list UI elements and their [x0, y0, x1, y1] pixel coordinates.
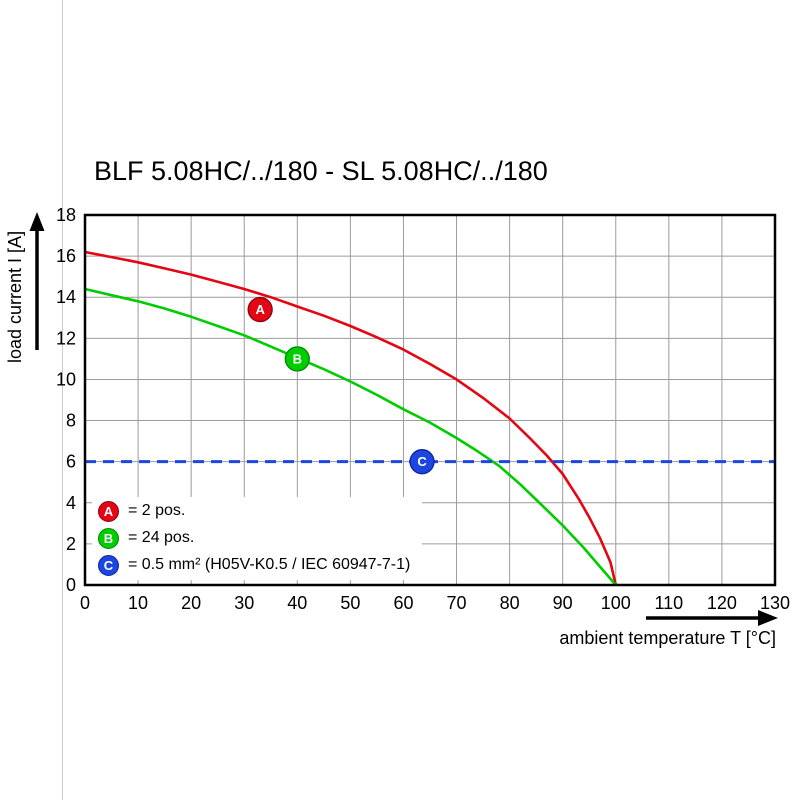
legend-label-C: = 0.5 mm² (H05V-K0.5 / IEC 60947-7-1) [128, 556, 411, 573]
plot-frame [83, 213, 777, 587]
y-tick-label: 10 [56, 369, 76, 389]
y-tick-label: 16 [56, 246, 76, 266]
x-tick-label: 110 [654, 593, 683, 613]
marker-B: B [284, 346, 310, 372]
chart-legend: A = 2 pos. B = 24 pos. C = 0.5 mm² (H05V-K0.5… [92, 497, 423, 580]
x-tick-label: 40 [287, 593, 307, 613]
x-tick-label: 0 [80, 593, 90, 613]
chart-title: BLF 5.08HC/../180 - SL 5.08HC/../180 [94, 156, 548, 186]
svg-text:B: B [293, 351, 302, 366]
tick-labels: 0 10 20 30 40 50 60 70 80 90 100 110 120 130 0 2 4 6 8 10 12… [56, 205, 790, 613]
marker-A: A [247, 296, 273, 323]
x-tick-label: 100 [601, 593, 631, 613]
x-axis-arrow-head [758, 610, 778, 626]
legend-label-A: = 2 pos. [128, 502, 186, 519]
legend-label-B: = 24 pos. [128, 529, 195, 546]
legend-badge-C: C [98, 554, 119, 576]
axis-arrows [29, 212, 778, 626]
x-tick-label: 90 [553, 593, 573, 613]
x-tick-label: 50 [340, 593, 360, 613]
x-tick-label: 10 [128, 593, 148, 613]
y-tick-label: 14 [56, 287, 76, 307]
y-axis-label: load current I [A] [5, 231, 25, 363]
y-axis-arrow-head [29, 212, 45, 231]
x-axis-label: ambient temperature T [°C] [559, 628, 776, 648]
x-tick-label: 60 [393, 593, 413, 613]
curve-A [84, 250, 618, 586]
page-edge-line [62, 0, 63, 800]
legend-item-B: B = 24 pos. [98, 527, 410, 549]
legend-badge-B: B [98, 527, 119, 549]
legend-badge-A: A [98, 500, 119, 522]
x-tick-label: 120 [707, 593, 737, 613]
y-tick-label: 18 [56, 205, 76, 225]
curve-B [84, 287, 617, 586]
x-tick-label: 20 [181, 593, 201, 613]
y-tick-label: 0 [66, 575, 76, 595]
y-tick-label: 6 [66, 452, 76, 472]
x-tick-label: 70 [447, 593, 467, 613]
x-tick-label: 30 [234, 593, 254, 613]
legend-item-A: A = 2 pos. [98, 500, 410, 522]
y-tick-label: 4 [66, 493, 76, 513]
svg-text:A: A [255, 302, 265, 317]
marker-C: C [409, 449, 435, 475]
legend-item-C: C = 0.5 mm² (H05V-K0.5 / IEC 60947-7-1) [98, 554, 410, 576]
y-tick-label: 12 [56, 328, 76, 348]
x-tick-label: 80 [500, 593, 520, 613]
y-tick-label: 8 [66, 411, 76, 431]
x-tick-label: 130 [760, 593, 790, 613]
y-tick-label: 2 [66, 534, 76, 554]
svg-text:C: C [417, 454, 427, 469]
